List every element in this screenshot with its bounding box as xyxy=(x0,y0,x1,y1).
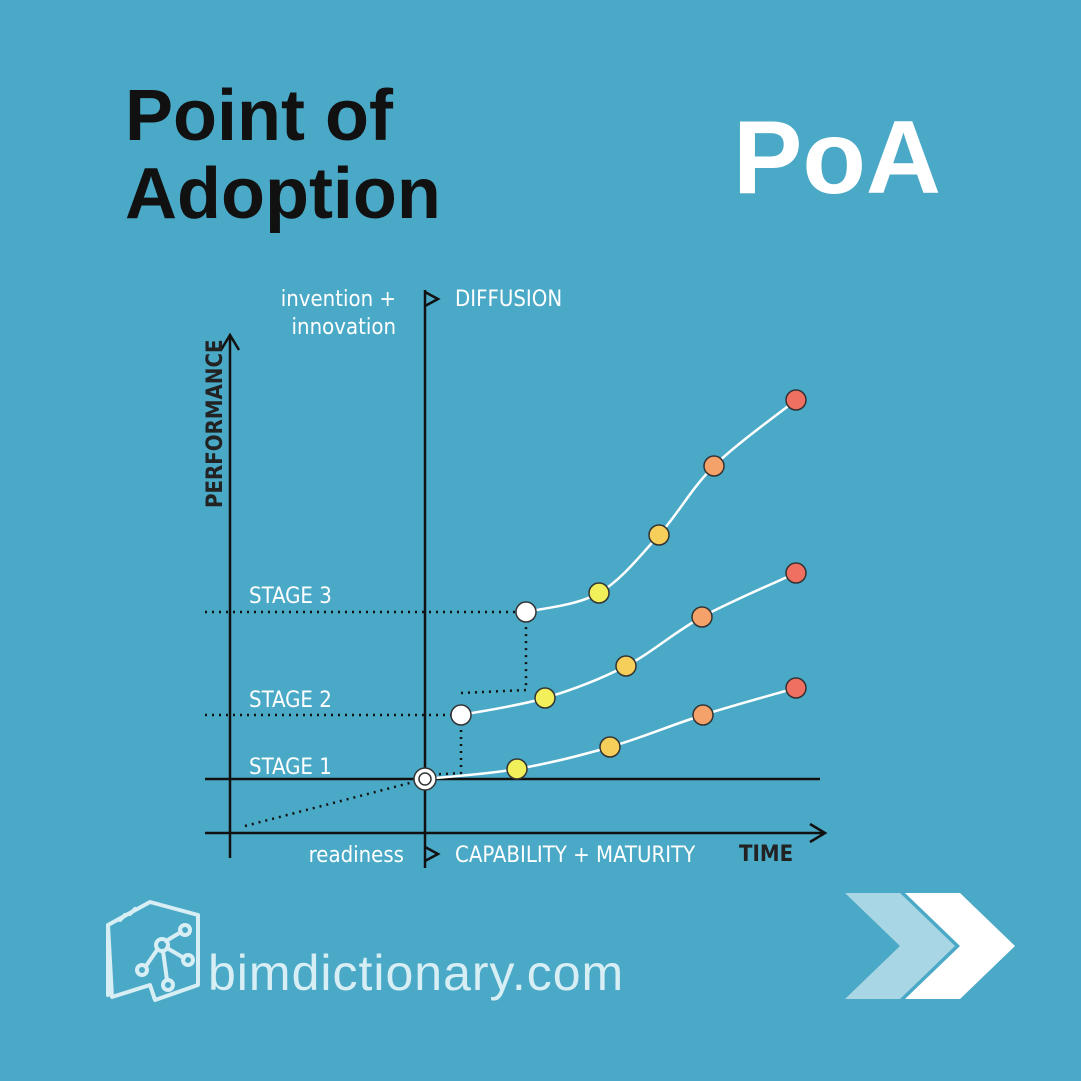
dots xyxy=(413,389,807,791)
stage-dot xyxy=(691,606,713,628)
stage-label: STAGE 2 xyxy=(249,688,332,713)
phase-label: readiness xyxy=(309,843,404,868)
title-line: Point of xyxy=(125,76,394,156)
axis-label: TIME xyxy=(739,842,793,867)
axis-label: PERFORMANCE xyxy=(203,340,228,509)
stage-label: STAGE 3 xyxy=(249,584,332,609)
stage-label: STAGE 1 xyxy=(249,755,332,780)
phase-label: innovation xyxy=(292,315,396,340)
origin-dot xyxy=(418,772,432,786)
phase-label: CAPABILITY + MATURITY xyxy=(455,843,696,868)
chevron xyxy=(845,893,955,999)
phase-label: DIFFUSION xyxy=(455,287,562,312)
stage-dot xyxy=(648,524,670,546)
stage-dot xyxy=(785,562,807,584)
stage-dot xyxy=(703,455,725,477)
book-icon xyxy=(106,900,200,1002)
stage-dot xyxy=(506,758,528,780)
stage-dot xyxy=(588,582,610,604)
chevron xyxy=(905,893,1015,999)
stage-dot xyxy=(615,655,637,677)
dotted-guides xyxy=(205,610,528,828)
stage-dot xyxy=(785,389,807,411)
stage-dot xyxy=(692,704,714,726)
stage-dot xyxy=(599,736,621,758)
title-line: Adoption xyxy=(125,154,441,234)
phase-label: invention + xyxy=(281,287,396,312)
stage-dot xyxy=(515,601,537,623)
stage-dot xyxy=(450,704,472,726)
stage-dot xyxy=(534,687,556,709)
site: bimdictionary.com xyxy=(208,945,624,1001)
abbreviation: PoA xyxy=(733,100,941,216)
stage-dot xyxy=(785,677,807,699)
